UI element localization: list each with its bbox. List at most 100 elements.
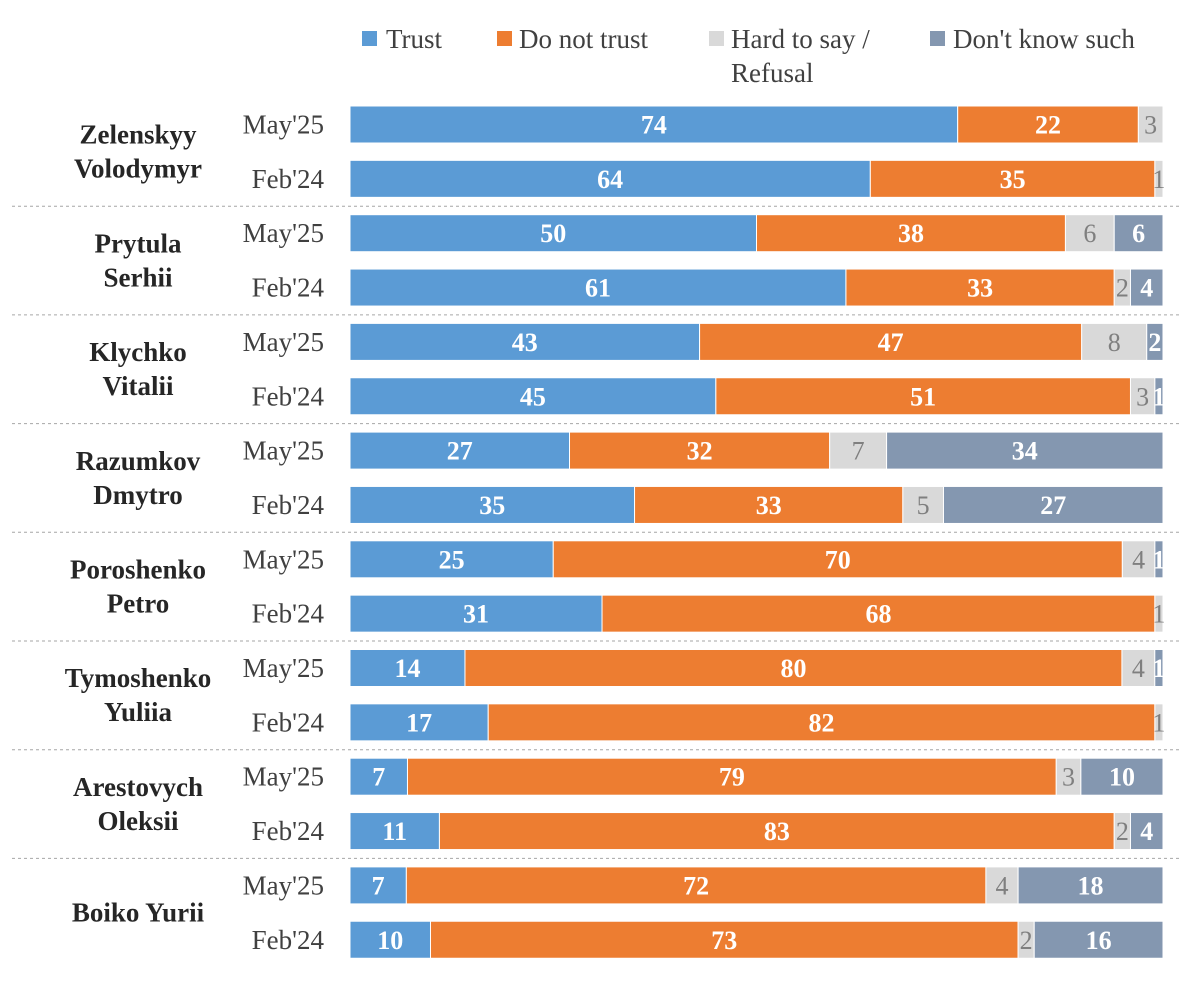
bar-segment-not_trust	[845, 268, 1115, 307]
data-label-not_trust: 83	[764, 817, 790, 846]
person-name-label: Boiko Yurii	[72, 898, 205, 928]
person-name-label: Yuliia	[104, 697, 173, 727]
bar-segment-hard	[1154, 159, 1164, 198]
data-label-dont_know: 1	[1152, 382, 1165, 411]
data-label-dont_know: 16	[1086, 926, 1112, 955]
bar-segment-trust	[349, 649, 466, 687]
legend-swatch-hard	[709, 31, 724, 46]
data-label-trust: 25	[439, 545, 465, 574]
data-label-hard: 3	[1144, 111, 1157, 140]
bar-segment-hard	[1154, 594, 1164, 633]
person-name-label: Petro	[107, 588, 169, 618]
data-label-trust: 27	[447, 437, 473, 466]
data-label-hard: 5	[917, 491, 930, 520]
legend-swatch-trust	[362, 31, 377, 46]
group-separators	[12, 205, 1180, 859]
person-name-label: Volodymyr	[74, 154, 202, 184]
bar-segment-hard	[1137, 105, 1164, 144]
data-label-not_trust: 38	[898, 219, 924, 248]
person-name-label: Poroshenko	[70, 554, 206, 584]
data-label-trust: 10	[377, 926, 403, 955]
bar-segment-trust	[349, 431, 571, 470]
bar-segment-not_trust	[429, 920, 1019, 959]
period-label: Feb'24	[252, 164, 325, 194]
period-label: Feb'24	[252, 273, 325, 303]
bar-segment-hard	[902, 485, 944, 524]
data-label-not_trust: 33	[756, 491, 782, 520]
data-label-hard: 1	[1152, 600, 1165, 629]
bar-segment-trust	[349, 866, 407, 905]
period-label: May'25	[243, 436, 324, 466]
bar-segment-trust	[349, 377, 717, 416]
data-label-hard: 1	[1152, 165, 1165, 194]
data-label-trust: 35	[479, 491, 505, 520]
data-label-not_trust: 47	[878, 328, 904, 357]
data-label-trust: 11	[382, 817, 407, 846]
person-name-label: Razumkov	[76, 446, 201, 476]
data-label-trust: 74	[641, 111, 667, 140]
data-label-hard: 3	[1062, 763, 1075, 792]
bar-segment-hard	[1055, 757, 1082, 796]
bar-segment-hard	[1081, 322, 1148, 361]
data-label-not_trust: 80	[780, 654, 806, 683]
bar-segment-dont_know	[886, 431, 1164, 470]
data-label-dont_know: 4	[1140, 274, 1153, 303]
bar-segment-dont_know	[1017, 866, 1164, 905]
bar-segment-not_trust	[487, 703, 1156, 742]
data-label-not_trust: 68	[865, 600, 891, 629]
bar-segment-dont_know	[1154, 540, 1164, 579]
bar-segment-trust	[349, 105, 959, 144]
data-label-not_trust: 32	[687, 437, 713, 466]
data-label-not_trust: 70	[825, 545, 851, 574]
data-label-hard: 2	[1020, 926, 1033, 955]
legend-label-dont_know: Don't know such	[953, 24, 1135, 54]
bar-segment-not_trust	[634, 485, 904, 524]
person-name-label: Dmytro	[93, 480, 182, 510]
data-label-trust: 7	[372, 763, 385, 792]
person-name-label: Zelenskyy	[79, 120, 197, 150]
period-label: Feb'24	[252, 599, 325, 629]
bar-segment-dont_know	[1146, 322, 1164, 361]
data-label-hard: 4	[996, 871, 1009, 900]
legend-label-hard: Refusal	[731, 58, 813, 88]
bar-segment-dont_know	[1033, 920, 1164, 959]
bar-segment-dont_know	[1154, 377, 1164, 416]
bar-segment-not_trust	[699, 322, 1083, 361]
person-name-label: Oleksii	[97, 806, 179, 836]
bar-segment-trust	[349, 920, 431, 959]
data-label-dont_know: 4	[1140, 817, 1153, 846]
data-label-hard: 8	[1108, 328, 1121, 357]
bar-segment-not_trust	[601, 594, 1156, 633]
bar-segment-trust	[349, 322, 701, 361]
legend-label-not_trust: Do not trust	[519, 24, 649, 54]
bar-segment-hard	[985, 866, 1019, 905]
data-label-dont_know: 2	[1148, 328, 1161, 357]
data-label-dont_know: 1	[1152, 654, 1165, 683]
bar-segment-not_trust	[438, 812, 1115, 851]
bar-segment-hard	[1154, 703, 1164, 742]
person-name-label: Vitalii	[103, 371, 174, 401]
period-label: May'25	[243, 870, 324, 900]
data-label-trust: 17	[406, 708, 432, 737]
bar-segment-hard	[1064, 214, 1115, 253]
bar-segment-hard	[829, 431, 888, 470]
data-label-trust: 45	[520, 382, 546, 411]
period-label: May'25	[243, 218, 324, 248]
bar-segment-not_trust	[405, 866, 987, 905]
bar-segment-dont_know	[1113, 214, 1164, 253]
data-label-hard: 6	[1083, 219, 1096, 248]
data-label-hard: 4	[1132, 545, 1145, 574]
data-label-hard: 3	[1136, 382, 1149, 411]
bar-segment-dont_know	[1129, 812, 1164, 851]
data-label-hard: 7	[852, 437, 865, 466]
bar-segment-trust	[349, 159, 871, 198]
data-label-hard: 4	[1132, 654, 1145, 683]
data-label-dont_know: 10	[1109, 763, 1135, 792]
data-label-hard: 2	[1116, 274, 1129, 303]
bar-segment-not_trust	[569, 431, 831, 470]
bar-segment-dont_know	[1129, 268, 1164, 307]
legend-label-hard: Hard to say /	[731, 24, 870, 54]
legend-label-trust: Trust	[386, 24, 443, 54]
bar-segment-dont_know	[1154, 649, 1164, 687]
bar-segment-not_trust	[464, 649, 1123, 687]
